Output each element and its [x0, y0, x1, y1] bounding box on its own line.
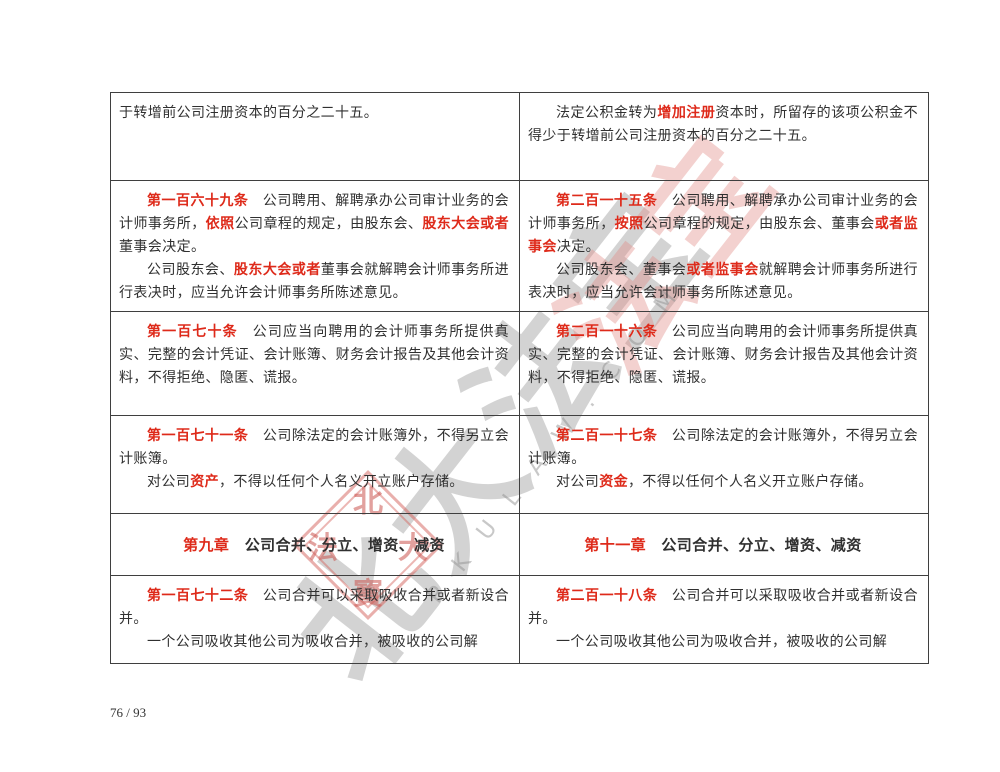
highlighted-text: 第一百七十一条	[147, 429, 249, 444]
body-text: 公司应当向聘用的会计师事务所提供真实、完整的会计凭证、会计账簿、财务会计报告及其…	[119, 325, 510, 386]
body-text: 公司除法定的会计账簿外，不得另立会计账簿。	[119, 429, 509, 467]
highlighted-text: 第二百一十八条	[556, 589, 658, 604]
body-text: 一个公司吸收其他公司为吸收合并，被吸收的公司解	[556, 635, 888, 650]
body-text: 公司应当向聘用的会计师事务所提供真实、完整的会计凭证、会计账簿、财务会计报告及其…	[528, 325, 918, 386]
article-cell-left: 第一百七十条 公司应当向聘用的会计师事务所提供真实、完整的会计凭证、会计账簿、财…	[110, 311, 520, 416]
comparison-table: 于转增前公司注册资本的百分之二十五。 法定公积金转为增加注册资本时，所留存的该项公…	[110, 92, 929, 664]
paragraph: 一个公司吸收其他公司为吸收合并，被吸收的公司解	[528, 631, 918, 654]
body-text: 公司聘用、解聘承办公司审计业务的会计师事务所，	[119, 194, 509, 232]
highlighted-text: 股东大会或者	[422, 217, 509, 232]
comparison-table-body: 于转增前公司注册资本的百分之二十五。 法定公积金转为增加注册资本时，所留存的该项公…	[110, 92, 929, 664]
paragraph: 第一百七十条 公司应当向聘用的会计师事务所提供真实、完整的会计凭证、会计账簿、财…	[119, 321, 509, 390]
body-text: 决定。	[556, 240, 601, 255]
article-row: 第一百七十条 公司应当向聘用的会计师事务所提供真实、完整的会计凭证、会计账簿、财…	[110, 311, 929, 416]
paragraph: 第一百六十九条 公司聘用、解聘承办公司审计业务的会计师事务所，依照公司章程的规定…	[119, 190, 509, 259]
paragraph: 对公司资金，不得以任何个人名义开立账户存储。	[528, 471, 918, 494]
paragraph: 法定公积金转为增加注册资本时，所留存的该项公积金不得少于转增前公司注册资本的百分…	[528, 102, 918, 148]
highlighted-text: 第一百六十九条	[147, 194, 249, 209]
article-cell-left: 第九章 公司合并、分立、增资、减资	[110, 513, 520, 576]
paragraph: 第九章 公司合并、分立、增资、减资	[119, 535, 509, 558]
body-text: 对公司	[147, 475, 191, 490]
article-cell-right: 法定公积金转为增加注册资本时，所留存的该项公积金不得少于转增前公司注册资本的百分…	[519, 92, 929, 181]
body-text: 公司章程的规定，由股东会、董事会	[643, 217, 875, 232]
body-text: 一个公司吸收其他公司为吸收合并，被吸收的公司解	[147, 635, 479, 650]
paragraph: 第二百一十七条 公司除法定的会计账簿外，不得另立会计账簿。	[528, 425, 918, 471]
article-cell-right: 第二百一十七条 公司除法定的会计账簿外，不得另立会计账簿。 对公司资金，不得以任何…	[519, 415, 929, 514]
paragraph: 一个公司吸收其他公司为吸收合并，被吸收的公司解	[119, 631, 509, 654]
highlighted-text: 股东大会或者	[233, 263, 321, 278]
article-cell-right: 第十一章 公司合并、分立、增资、减资	[519, 513, 929, 576]
body-text: 资本时，所留存的该项公积金不得少于转增前公司注册资本的百分之二十五。	[528, 106, 918, 144]
highlighted-text: 第一百七十条	[147, 325, 238, 340]
body-text: 于转增前公司注册资本的百分之二十五。	[119, 106, 379, 121]
highlighted-text: 第九章	[183, 537, 230, 554]
paragraph: 第一百七十一条 公司除法定的会计账簿外，不得另立会计账簿。	[119, 425, 509, 471]
body-text: 公司合并可以采取吸收合并或者新设合并。	[528, 589, 918, 627]
article-row: 于转增前公司注册资本的百分之二十五。 法定公积金转为增加注册资本时，所留存的该项公…	[110, 92, 929, 181]
body-text: 公司合并、分立、增资、减资	[229, 537, 445, 554]
highlighted-text: 第二百一十六条	[556, 325, 658, 340]
highlighted-text: 第二百一十七条	[556, 429, 658, 444]
paragraph: 第二百一十八条 公司合并可以采取吸收合并或者新设合并。	[528, 585, 918, 631]
highlighted-text: 资产	[190, 475, 220, 490]
highlighted-text: 依照	[205, 217, 235, 232]
highlighted-text: 按照	[614, 217, 644, 232]
article-cell-left: 第一百六十九条 公司聘用、解聘承办公司审计业务的会计师事务所，依照公司章程的规定…	[110, 180, 520, 312]
highlighted-text: 资金	[599, 475, 629, 490]
article-cell-right: 第二百一十六条 公司应当向聘用的会计师事务所提供真实、完整的会计凭证、会计账簿、…	[519, 311, 929, 416]
body-text: 董事会就解聘会计师事务所进行表决时，应当允许会计师事务所陈述意见。	[119, 263, 510, 301]
body-text: 公司聘用、解聘承办公司审计业务的会计师事务所，	[528, 194, 918, 232]
article-cell-right: 第二百一十五条 公司聘用、解聘承办公司审计业务的会计师事务所，按照公司章程的规定…	[519, 180, 929, 312]
article-cell-left: 第一百七十一条 公司除法定的会计账簿外，不得另立会计账簿。 对公司资产，不得以任何…	[110, 415, 520, 514]
article-row: 第一百七十二条 公司合并可以采取吸收合并或者新设合并。一个公司吸收其他公司为吸收…	[110, 575, 929, 664]
highlighted-text: 增加注册	[657, 106, 716, 121]
highlighted-text: 第一百七十二条	[147, 589, 249, 604]
body-text: 公司合并可以采取吸收合并或者新设合并。	[119, 589, 509, 627]
paragraph: 于转增前公司注册资本的百分之二十五。	[119, 102, 509, 125]
chapter-row: 第九章 公司合并、分立、增资、减资 第十一章 公司合并、分立、增资、减资	[110, 513, 929, 576]
paragraph: 第一百七十二条 公司合并可以采取吸收合并或者新设合并。	[119, 585, 509, 631]
body-text: 公司合并、分立、增资、减资	[646, 537, 862, 554]
article-row: 第一百七十一条 公司除法定的会计账簿外，不得另立会计账簿。 对公司资产，不得以任何…	[110, 415, 929, 514]
highlighted-text: 第十一章	[584, 537, 646, 554]
highlighted-text: 或者监事会	[528, 217, 918, 255]
page-number: 76 / 93	[110, 705, 147, 720]
article-cell-left: 第一百七十二条 公司合并可以采取吸收合并或者新设合并。一个公司吸收其他公司为吸收…	[110, 575, 520, 664]
body-text: 就解聘会计师事务所进行表决时，应当允许会计师事务所陈述意见。	[528, 263, 918, 301]
paragraph: 第二百一十五条 公司聘用、解聘承办公司审计业务的会计师事务所，按照公司章程的规定…	[528, 190, 918, 259]
article-cell-left: 于转增前公司注册资本的百分之二十五。	[110, 92, 520, 181]
body-text: 公司章程的规定，由股东会、	[234, 217, 423, 232]
body-text: ，不得以任何个人名义开立账户存储。	[628, 475, 873, 490]
body-text: 法定公积金转为	[556, 106, 658, 121]
body-text: ，不得以任何个人名义开立账户存储。	[219, 475, 464, 490]
body-text: 董事会决定。	[119, 240, 206, 255]
body-text: 对公司	[556, 475, 600, 490]
paragraph: 公司股东会、董事会或者监事会就解聘会计师事务所进行表决时，应当允许会计师事务所陈…	[528, 259, 918, 305]
paragraph: 第十一章 公司合并、分立、增资、减资	[528, 535, 918, 558]
paragraph: 第二百一十六条 公司应当向聘用的会计师事务所提供真实、完整的会计凭证、会计账簿、…	[528, 321, 918, 390]
paragraph: 公司股东会、股东大会或者董事会就解聘会计师事务所进行表决时，应当允许会计师事务所…	[119, 259, 509, 305]
article-row: 第一百六十九条 公司聘用、解聘承办公司审计业务的会计师事务所，依照公司章程的规定…	[110, 180, 929, 312]
body-text: 公司除法定的会计账簿外，不得另立会计账簿。	[528, 429, 918, 467]
article-cell-right: 第二百一十八条 公司合并可以采取吸收合并或者新设合并。一个公司吸收其他公司为吸收…	[519, 575, 929, 664]
body-text: 公司股东会、	[147, 263, 234, 278]
body-text: 公司股东会、董事会	[556, 263, 687, 278]
highlighted-text: 或者监事会	[686, 263, 759, 278]
paragraph: 对公司资产，不得以任何个人名义开立账户存储。	[119, 471, 509, 494]
highlighted-text: 第二百一十五条	[556, 194, 658, 209]
